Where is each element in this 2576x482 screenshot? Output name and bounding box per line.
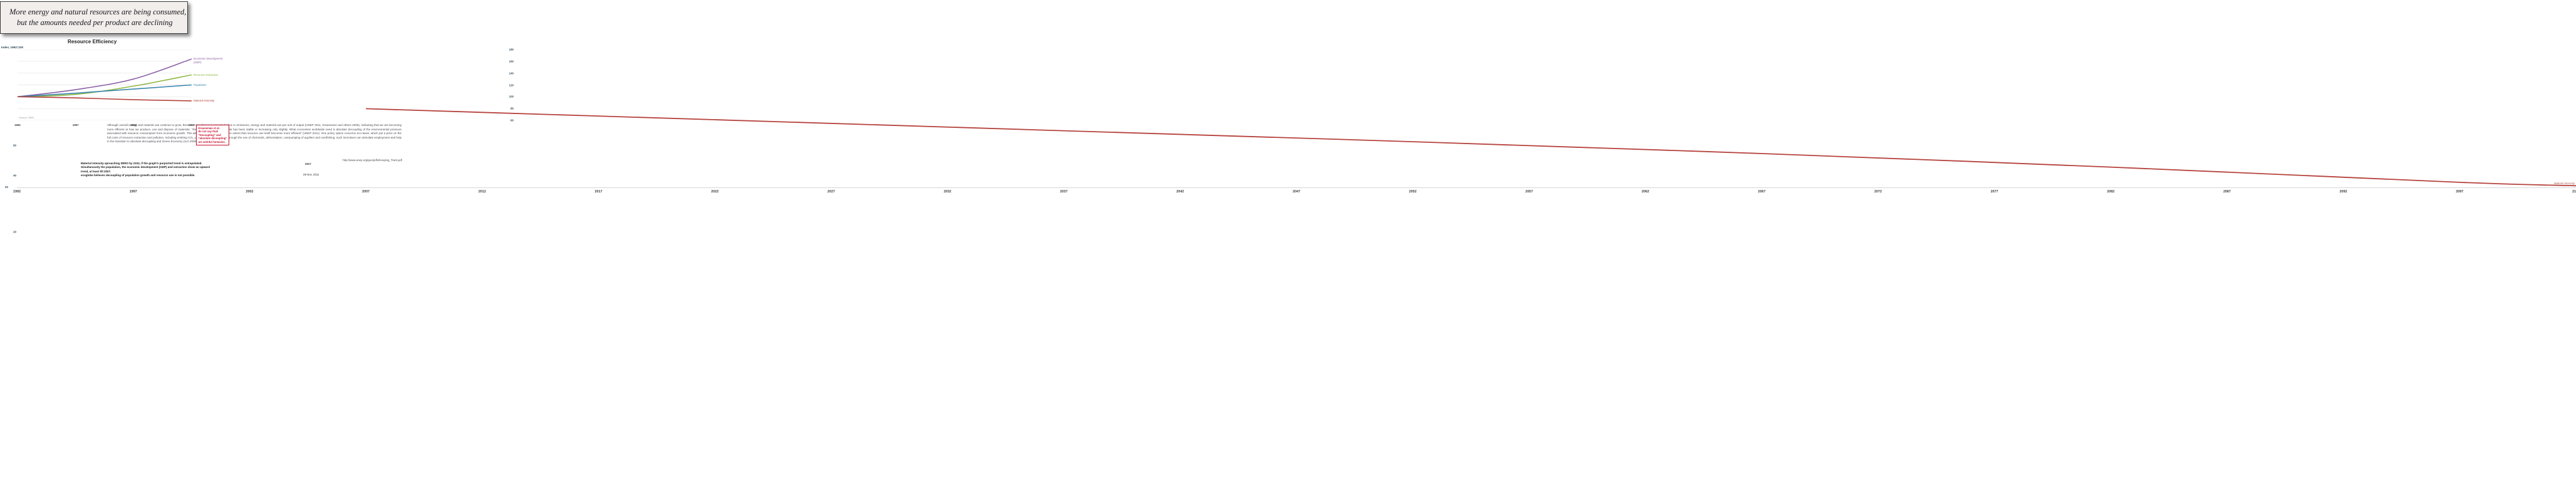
axis-baseline: [17, 187, 2576, 188]
x-tick-1997: 1997: [129, 190, 137, 194]
y-tick-100: 100: [509, 95, 514, 98]
x-tick-upper-1997: 1997: [72, 123, 79, 127]
x-tick-2007: 2007: [362, 190, 370, 194]
resource-efficiency-chart: Index, 1992=100 Resource Efficiency 1992…: [0, 36, 514, 127]
critique-line-1: Krauseman et al.: [198, 126, 220, 130]
y-tick-180: 180: [509, 48, 514, 51]
extrapolated-material-intensity-line: [366, 108, 2576, 187]
critique-line-2: do not say that!: [198, 130, 219, 134]
y-tick-140: 140: [509, 71, 514, 75]
x-tick-2022: 2022: [711, 190, 719, 194]
x-tick-2047: 2047: [1293, 190, 1300, 194]
y-tick-80: 80: [510, 107, 514, 110]
x-tick-2042: 2042: [1176, 190, 1184, 194]
gridlines: [18, 50, 192, 120]
commentary-line-3: trend, at least till 2007.: [81, 169, 111, 173]
x-tick-2077: 2077: [1990, 190, 1999, 194]
line-population: [18, 84, 192, 98]
y-axis-zero-label: 00: [5, 186, 8, 189]
x-axis-tick-labels-upper: 1992 1997 2002 2007: [14, 123, 205, 130]
marker-2017: 2017: [305, 162, 311, 165]
x-tick-2037: 2037: [1060, 190, 1068, 194]
x-tick-2087: 2087: [2223, 190, 2231, 194]
series-label-gdp: Economic Development (GDP): [194, 57, 223, 64]
series-label-extraction: Resource Extraction: [194, 73, 219, 76]
series-label-material-intensity: Material Intensity: [194, 99, 215, 103]
x-tick-2057: 2057: [1525, 190, 1533, 194]
x-tick-2027: 2027: [827, 190, 835, 194]
body-paragraph: Although overall energy and material use…: [107, 123, 401, 144]
x-tick-2062: 2062: [1642, 190, 1650, 194]
y-tick-20: 20: [13, 230, 16, 234]
headline-line-2: but the amounts needed per product are d…: [17, 18, 173, 27]
critique-line-3: "Decoupling" and: [198, 133, 221, 137]
y-axis-title: Index, 1992=100: [1, 46, 24, 49]
line-economic-development-gdp-: [18, 58, 192, 98]
y-tick-120: 120: [509, 83, 514, 86]
critique-line-5: are wishful fantasies.: [198, 140, 225, 144]
x-tick-upper-1992: 1992: [14, 123, 21, 127]
y-tick-40: 40: [13, 174, 16, 177]
series-label-population: Population: [194, 83, 207, 86]
x-tick-2092: 2092: [2339, 190, 2347, 194]
x-tick-upper-2007: 2007: [189, 123, 195, 127]
chart-title: Resource Efficiency: [68, 39, 117, 45]
critique-line-4: "absolute decoupling": [198, 137, 227, 140]
y-tick-160: 160: [509, 60, 514, 63]
headline-line-1: More energy and natural resources are be…: [9, 8, 187, 16]
x-tick-2082: 2082: [2107, 190, 2115, 194]
x-tick-2072: 2072: [1874, 190, 1882, 194]
commentary-line-1: Material intensity aproaching ZERO by 21…: [81, 162, 202, 165]
x-tick-2067: 2067: [1757, 190, 1766, 194]
extrapolated-timeline: 00 2017 Material Intensity 1992 1997 2002 2…: [0, 108, 2576, 482]
paragraph-text: Although overall energy and material use…: [107, 123, 401, 144]
critique-annotation-box: Krauseman et al. do not say that! "Decou…: [196, 125, 229, 145]
ecoglobe-commentary: Material intensity aproaching ZERO by 21…: [81, 162, 210, 178]
x-tick-upper-2002: 2002: [130, 123, 137, 127]
commentary-line-4: ecoglobe believes decoupling of populati…: [81, 174, 195, 177]
series-label-material-intensity-right: Material Intensity: [2553, 182, 2575, 185]
y-tick-60-gutter: 60: [13, 144, 16, 147]
commentary-date: 28 Nov. 2011: [303, 173, 319, 176]
extrapolation-line: [366, 108, 2576, 187]
x-axis-tick-labels-full: 1992 1997 2002 2007 2012 2017 2022 2027 2032 2037…: [0, 190, 2576, 199]
y-tick-60: 60: [510, 118, 514, 122]
headline-callout: More energy and natural resources are be…: [0, 1, 188, 34]
x-tick-1992: 1992: [13, 190, 21, 194]
plot-area: [18, 50, 192, 120]
series-lines: [18, 50, 192, 120]
x-tick-2052: 2052: [1409, 190, 1417, 194]
line-material-intensity: [18, 96, 192, 102]
x-tick-2017: 2017: [594, 190, 603, 194]
source-note: Source: SERI: [19, 116, 34, 119]
x-tick-2102: 2102: [2572, 190, 2576, 194]
commentary-line-2: Simultanously the population, the econom…: [81, 165, 210, 169]
x-tick-2002: 2002: [246, 190, 254, 194]
source-url[interactable]: http://www.unep.org/geo/pdfs/Keeping_Tra…: [343, 159, 402, 162]
x-tick-2097: 2097: [2456, 190, 2464, 194]
x-tick-2012: 2012: [478, 190, 486, 194]
x-tick-2032: 2032: [943, 190, 951, 194]
